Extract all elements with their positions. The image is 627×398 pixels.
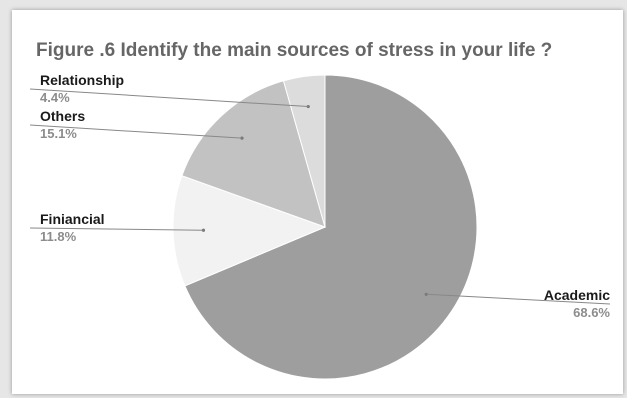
leader-line — [426, 293, 611, 305]
slice-labels: Academic 68.6% Finiancial 11.8% Others 15.1% R… — [40, 72, 610, 320]
leader-lines — [29, 88, 611, 305]
slice-label: Finiancial — [40, 211, 105, 227]
slice-percent: 11.8% — [40, 229, 77, 244]
slice-label: Others — [40, 108, 85, 124]
pie-slice-others — [181, 80, 326, 228]
pie-slice-finiancial — [172, 175, 327, 287]
slice-label: Academic — [544, 287, 610, 303]
leader-line — [29, 124, 243, 139]
slice-percent: 4.4% — [40, 90, 70, 105]
pie-slice-academic — [184, 74, 478, 380]
slice-label: Relationship — [40, 72, 124, 88]
chart-title: Figure .6 Identify the main sources of s… — [36, 40, 553, 61]
slice-percent: 68.6% — [573, 305, 610, 320]
leader-line — [29, 88, 309, 108]
leader-line — [29, 227, 204, 231]
pie-slice-relationship — [282, 74, 326, 228]
slice-percent: 15.1% — [40, 126, 77, 141]
pie-slices — [172, 74, 478, 380]
